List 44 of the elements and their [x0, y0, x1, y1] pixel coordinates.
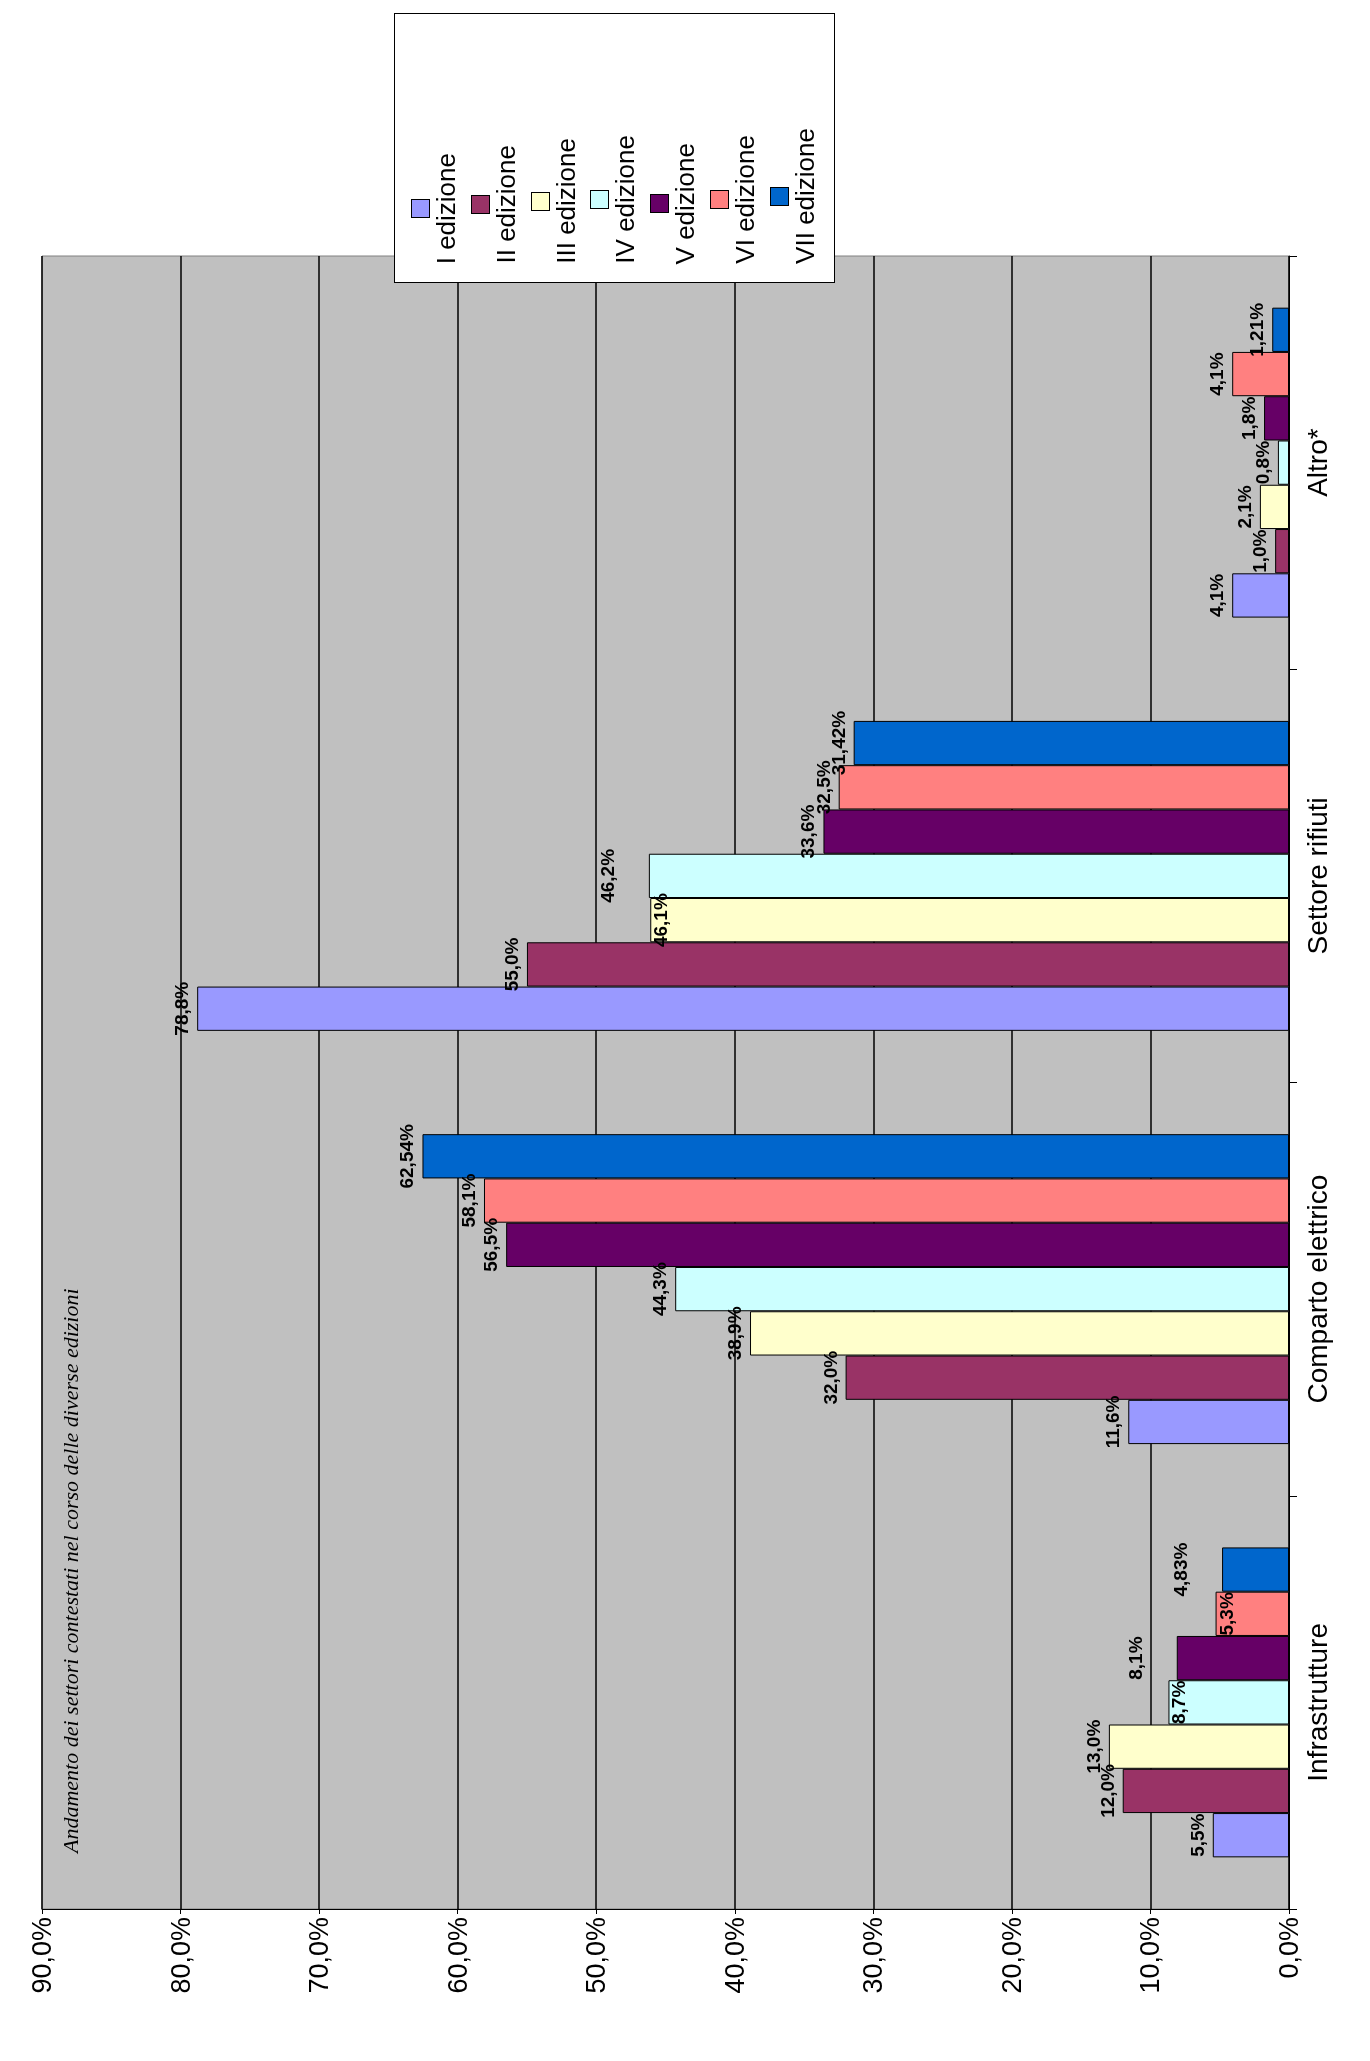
data-label: 46,2%: [596, 848, 618, 903]
x-tick-label: 70,0%: [304, 1917, 335, 1994]
x-tick-label: 10,0%: [1135, 1917, 1166, 1994]
x-tick-label: 90,0%: [27, 1917, 57, 1994]
data-label: 38,9%: [724, 1306, 746, 1361]
x-tick-label: 40,0%: [719, 1917, 750, 1994]
data-label: 62,54%: [396, 1123, 418, 1189]
legend-label: I edizione: [430, 152, 461, 264]
x-tick-label: 0,0%: [1274, 1917, 1304, 1979]
data-label: 78,8%: [171, 981, 193, 1036]
y-tick-label: Altro*: [1301, 428, 1333, 497]
data-label: 32,0%: [819, 1350, 841, 1405]
x-tick-label: 20,0%: [996, 1917, 1027, 1994]
data-label: 56,5%: [480, 1217, 502, 1272]
x-tick-label: 80,0%: [165, 1917, 196, 1994]
data-label: 4,1%: [1206, 573, 1228, 618]
x-tick-label: 60,0%: [442, 1917, 473, 1994]
data-label: 5,3%: [1215, 1592, 1237, 1636]
x-tick-label: 30,0%: [858, 1917, 889, 1994]
y-tick-label: Comparto elettrico: [1301, 1174, 1333, 1404]
legend-label: III edizione: [550, 138, 581, 264]
legend-label: V edizione: [670, 142, 701, 264]
text: Andamento dei settori contestati nel corso delle diverse edizioni: [57, 1288, 83, 1855]
data-label: 1,0%: [1249, 529, 1271, 573]
data-label: 1,8%: [1238, 396, 1260, 440]
data-label: 8,7%: [1168, 1680, 1190, 1725]
data-label: 2,1%: [1233, 485, 1255, 529]
data-label: 4,83%: [1170, 1542, 1192, 1597]
x-tick-label: 50,0%: [581, 1917, 612, 1994]
data-label: 1,21%: [1246, 302, 1268, 357]
legend-label: II edizione: [490, 145, 521, 264]
data-label: 58,1%: [457, 1173, 479, 1228]
legend-label: VII edizione: [789, 128, 820, 264]
data-label: 11,6%: [1102, 1395, 1124, 1449]
y-tick-label: Infrastrutture: [1301, 1623, 1333, 1782]
data-label: 0,8%: [1251, 440, 1273, 485]
data-label: 8,1%: [1124, 1636, 1146, 1680]
y-tick-label: Settore rifiuti: [1301, 797, 1333, 955]
data-label: 44,3%: [649, 1262, 671, 1317]
data-label: 4,1%: [1206, 352, 1228, 396]
legend-label: IV edizione: [610, 135, 641, 264]
legend-label: VI edizione: [730, 135, 761, 264]
data-label: 5,5%: [1186, 1813, 1208, 1857]
data-label: 55,0%: [500, 937, 522, 992]
